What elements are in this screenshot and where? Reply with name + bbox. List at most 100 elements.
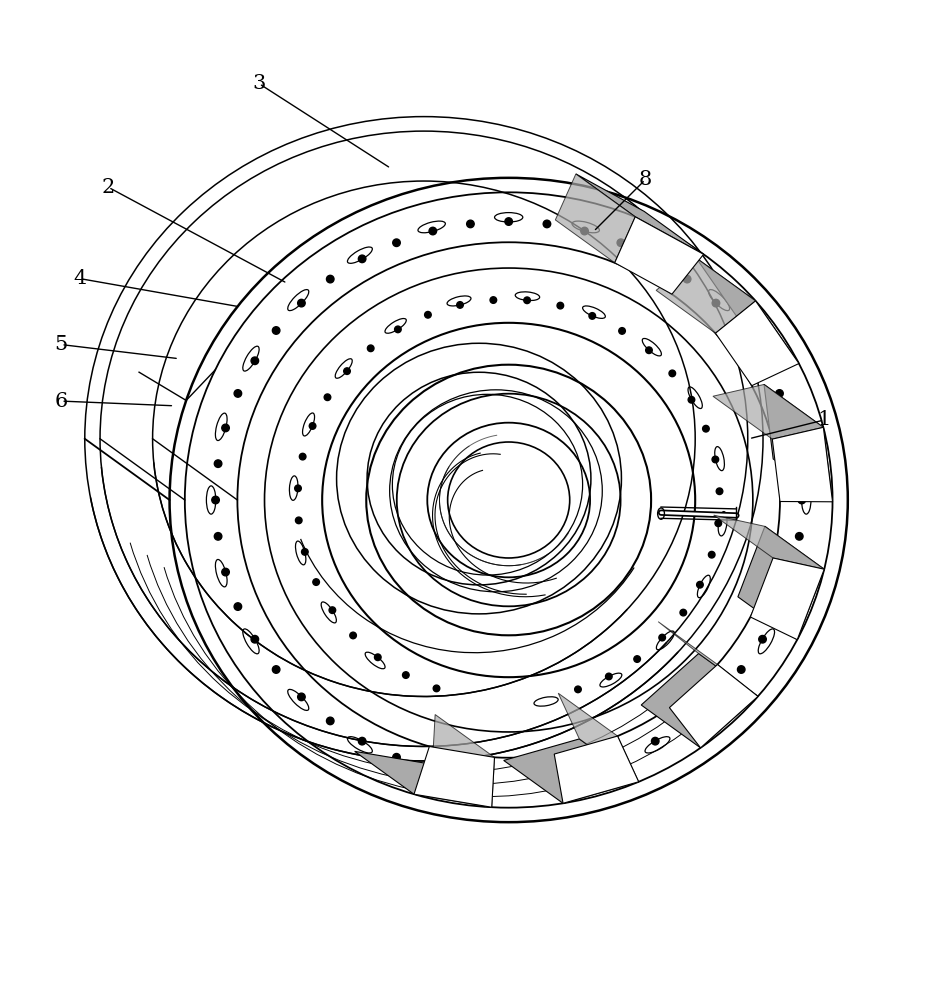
Polygon shape <box>716 301 799 386</box>
Text: 2: 2 <box>102 178 115 197</box>
Polygon shape <box>414 746 495 807</box>
Circle shape <box>375 654 382 661</box>
Circle shape <box>795 460 803 467</box>
Circle shape <box>703 425 709 432</box>
Polygon shape <box>772 427 833 502</box>
Circle shape <box>634 656 641 662</box>
Circle shape <box>252 357 259 365</box>
Circle shape <box>252 635 259 643</box>
Circle shape <box>344 368 350 374</box>
Circle shape <box>788 568 796 576</box>
Circle shape <box>215 460 222 467</box>
Polygon shape <box>657 258 755 333</box>
Circle shape <box>775 390 783 397</box>
Circle shape <box>215 533 222 540</box>
Polygon shape <box>354 751 492 807</box>
Circle shape <box>680 609 687 616</box>
Circle shape <box>589 313 595 319</box>
Polygon shape <box>559 693 639 782</box>
Circle shape <box>235 390 242 397</box>
Circle shape <box>393 239 400 247</box>
Circle shape <box>758 635 766 643</box>
Circle shape <box>221 424 229 432</box>
Circle shape <box>689 396 695 403</box>
Circle shape <box>300 453 306 460</box>
Circle shape <box>738 666 745 673</box>
Circle shape <box>652 737 659 745</box>
Circle shape <box>712 456 719 463</box>
Circle shape <box>358 255 365 263</box>
Circle shape <box>669 370 675 377</box>
Polygon shape <box>670 665 758 748</box>
Polygon shape <box>554 736 639 803</box>
Text: 5: 5 <box>55 335 68 354</box>
Circle shape <box>329 607 335 613</box>
Polygon shape <box>714 515 824 569</box>
Circle shape <box>395 326 401 333</box>
Circle shape <box>358 737 365 745</box>
Circle shape <box>683 717 690 725</box>
Circle shape <box>272 666 280 673</box>
Circle shape <box>490 297 496 303</box>
Circle shape <box>738 327 745 334</box>
Circle shape <box>429 227 436 235</box>
Circle shape <box>619 328 625 334</box>
Polygon shape <box>713 384 823 439</box>
Circle shape <box>617 753 625 761</box>
Circle shape <box>466 220 474 228</box>
Circle shape <box>712 299 720 307</box>
Circle shape <box>301 549 308 555</box>
Circle shape <box>298 299 305 307</box>
Circle shape <box>708 551 715 558</box>
Circle shape <box>581 227 589 235</box>
Circle shape <box>557 302 563 309</box>
Circle shape <box>221 568 229 576</box>
Text: 4: 4 <box>73 269 87 288</box>
Polygon shape <box>432 715 495 807</box>
Circle shape <box>697 581 704 588</box>
Circle shape <box>298 693 305 701</box>
Circle shape <box>505 218 512 225</box>
Circle shape <box>712 693 720 701</box>
Polygon shape <box>738 526 824 640</box>
Circle shape <box>457 302 463 308</box>
Circle shape <box>402 672 409 678</box>
Circle shape <box>658 634 665 641</box>
Circle shape <box>327 275 334 283</box>
Polygon shape <box>556 174 635 263</box>
Circle shape <box>272 327 280 334</box>
Circle shape <box>798 496 805 504</box>
Circle shape <box>295 485 301 492</box>
Circle shape <box>349 632 356 639</box>
Circle shape <box>652 255 659 263</box>
Circle shape <box>327 717 334 725</box>
Circle shape <box>367 345 374 352</box>
Circle shape <box>309 423 316 429</box>
Circle shape <box>715 520 722 527</box>
Circle shape <box>758 357 766 365</box>
Circle shape <box>788 424 796 432</box>
Text: 1: 1 <box>818 410 831 429</box>
Circle shape <box>575 686 581 693</box>
Circle shape <box>617 239 625 247</box>
Polygon shape <box>751 558 824 640</box>
Circle shape <box>425 311 431 318</box>
Circle shape <box>324 394 331 401</box>
Circle shape <box>645 347 652 354</box>
Circle shape <box>683 275 690 283</box>
Circle shape <box>606 673 612 680</box>
Polygon shape <box>696 258 799 364</box>
Circle shape <box>716 488 723 495</box>
Circle shape <box>296 517 302 524</box>
Circle shape <box>433 685 440 692</box>
Circle shape <box>212 496 219 504</box>
Polygon shape <box>658 622 758 696</box>
Polygon shape <box>642 654 758 748</box>
Circle shape <box>795 533 803 540</box>
Circle shape <box>235 603 242 610</box>
Circle shape <box>429 765 436 773</box>
Polygon shape <box>504 739 639 803</box>
Circle shape <box>313 579 319 585</box>
Polygon shape <box>576 174 704 254</box>
Circle shape <box>775 603 783 610</box>
